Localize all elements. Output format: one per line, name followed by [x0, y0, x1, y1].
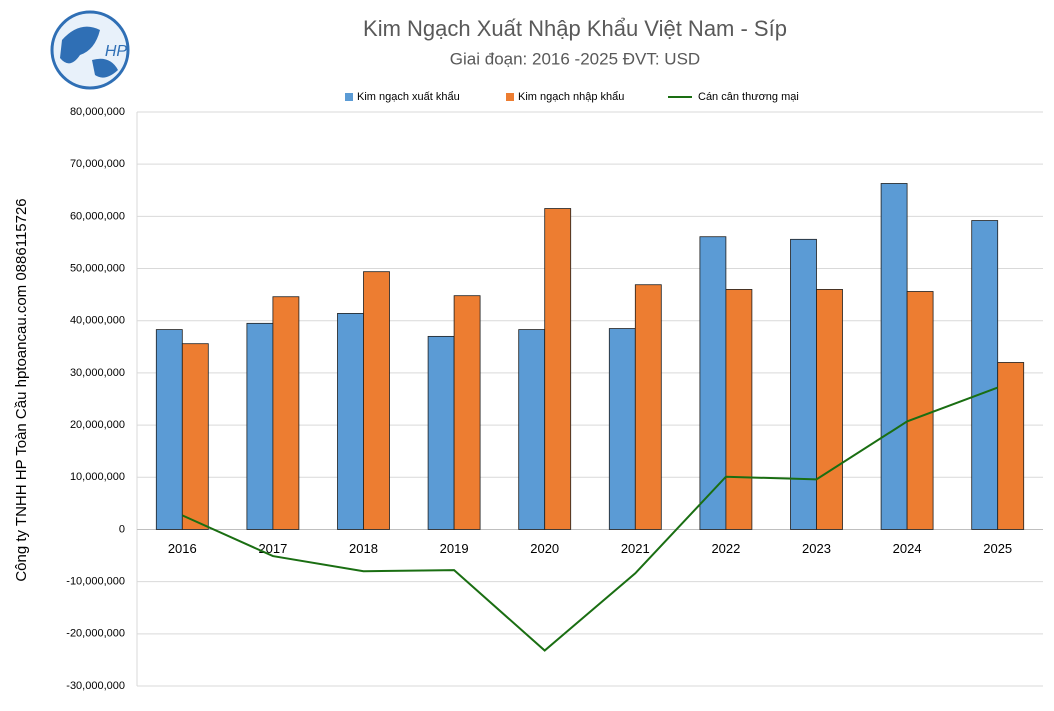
logo-land	[92, 58, 118, 78]
bar	[427, 335, 455, 530]
y-tick-label: 20,000,000	[70, 419, 125, 431]
y-tick-label: 0	[119, 523, 125, 535]
chart-title: Kim Ngạch Xuất Nhập Khẩu Việt Nam - Síp	[363, 16, 787, 41]
line-series	[181, 386, 999, 652]
x-tick-label: 2017	[258, 541, 287, 556]
bar	[518, 329, 546, 530]
bar	[816, 289, 843, 530]
logo-text: HP	[105, 43, 128, 60]
y-tick-label: 70,000,000	[70, 158, 125, 170]
y-tick-label: 50,000,000	[70, 262, 125, 274]
bar	[971, 220, 999, 530]
y-tick-label: 60,000,000	[70, 210, 125, 222]
y-tick-label: -30,000,000	[66, 680, 125, 692]
chart-subtitle: Giai đoạn: 2016 -2025 ĐVT: USD	[450, 49, 700, 68]
x-tick-label: 2016	[168, 541, 197, 556]
legend-label: Kim ngạch xuất khẩu	[357, 91, 460, 103]
y-tick-label: 80,000,000	[70, 106, 125, 118]
bar	[155, 329, 183, 530]
bar	[906, 291, 934, 530]
bar	[790, 238, 817, 530]
bar	[634, 284, 662, 530]
logo: HP	[50, 10, 130, 90]
side-note: Công ty TNHH HP Toàn Cầu hptoancau.com 0…	[13, 198, 30, 581]
x-tick-label: 2025	[983, 541, 1012, 556]
legend-swatch	[506, 93, 514, 101]
y-tick-label: 40,000,000	[70, 315, 125, 327]
bar	[699, 236, 727, 530]
bar	[544, 208, 572, 530]
bar	[181, 343, 209, 530]
bar	[363, 271, 390, 530]
x-tick-label: 2023	[802, 541, 831, 556]
bar	[453, 295, 481, 530]
bar	[272, 296, 300, 530]
legend-label: Kim ngạch nhập khẩu	[518, 91, 624, 103]
bar	[337, 313, 364, 530]
x-tick-label: 2024	[893, 541, 922, 556]
x-tick-label: 2019	[440, 541, 469, 556]
bar	[608, 328, 636, 530]
logo-land	[60, 26, 100, 64]
x-tick-label: 2021	[621, 541, 650, 556]
y-tick-label: 10,000,000	[70, 471, 125, 483]
legend-swatch	[345, 93, 353, 101]
bar	[880, 183, 908, 530]
y-tick-label: 30,000,000	[70, 367, 125, 379]
x-tick-label: 2018	[349, 541, 378, 556]
x-tick-label: 2022	[711, 541, 740, 556]
bar	[725, 289, 753, 530]
y-tick-label: -10,000,000	[66, 576, 125, 588]
y-tick-label: -20,000,000	[66, 628, 125, 640]
bar	[997, 362, 1025, 530]
x-tick-label: 2020	[530, 541, 559, 556]
legend-label: Cán cân thương mại	[698, 91, 799, 103]
bar	[246, 322, 274, 530]
